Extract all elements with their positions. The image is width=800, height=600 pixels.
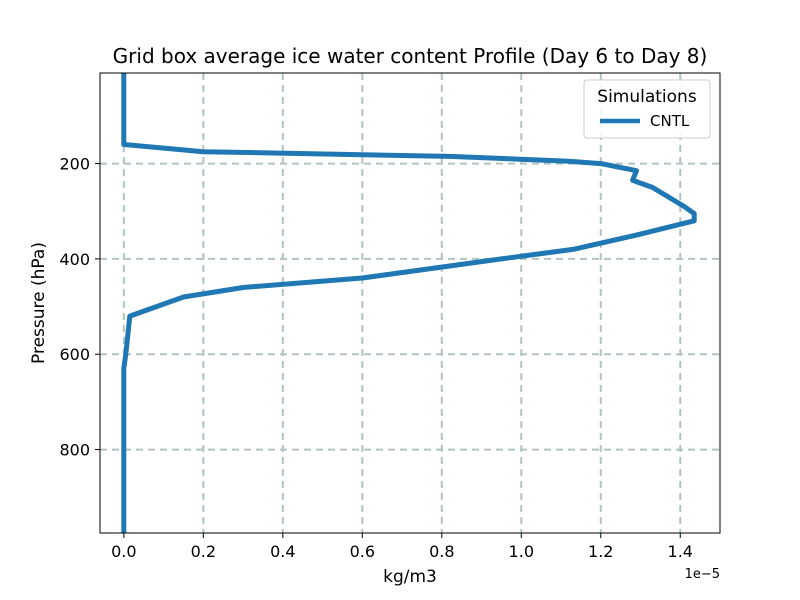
series-line-cntl: [121, 73, 697, 533]
ticks: 0.0 0.2 0.4 0.6 0.8 1.0 1.2 1.4 200 400 600 800: [59, 155, 693, 561]
x-tick-label: 1.0: [509, 542, 534, 561]
y-tick-label: 600: [59, 345, 90, 364]
x-tick-label: 0.8: [429, 542, 454, 561]
x-tick-label: 0.6: [350, 542, 375, 561]
x-axis-label: kg/m3: [383, 567, 437, 587]
x-offset-label: 1e−5: [685, 567, 720, 582]
y-tick-label: 400: [59, 250, 90, 269]
x-tick-label: 0.0: [111, 542, 136, 561]
y-tick-label: 800: [59, 441, 90, 460]
x-tick-label: 1.4: [668, 542, 693, 561]
x-tick-label: 0.2: [191, 542, 216, 561]
x-tick-label: 1.2: [588, 542, 613, 561]
plot-frame: [99, 72, 721, 534]
x-tick-label: 0.4: [270, 542, 295, 561]
grid-lines: [100, 73, 720, 533]
chart-title: Grid box average ice water content Profi…: [113, 44, 708, 68]
y-tick-label: 200: [59, 155, 90, 174]
legend-title: Simulations: [597, 87, 697, 107]
legend-box: [583, 79, 711, 139]
legend: Simulations CNTL: [583, 79, 711, 139]
legend-label-cntl: CNTL: [650, 112, 690, 130]
series-layer: [121, 73, 697, 533]
y-axis-label: Pressure (hPa): [29, 242, 49, 364]
